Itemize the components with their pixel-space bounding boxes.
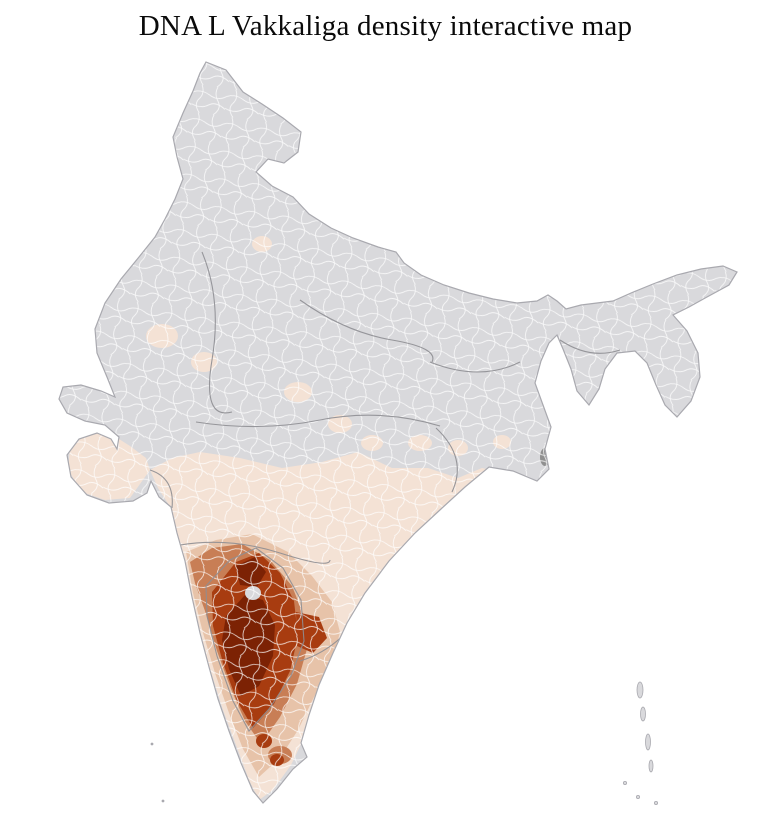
island[interactable] bbox=[161, 799, 165, 803]
island[interactable] bbox=[150, 742, 154, 746]
island[interactable] bbox=[645, 733, 651, 751]
district-mesh-overlay bbox=[59, 62, 737, 803]
island[interactable] bbox=[636, 795, 641, 800]
andaman-nicobar-islands[interactable] bbox=[623, 681, 659, 806]
island[interactable] bbox=[636, 681, 644, 699]
island[interactable] bbox=[654, 801, 659, 806]
island[interactable] bbox=[640, 706, 646, 722]
lakshadweep-islands[interactable] bbox=[150, 742, 165, 803]
page-title: DNA L Vakkaliga density interactive map bbox=[138, 10, 633, 42]
state-boundaries bbox=[149, 251, 621, 732]
island[interactable] bbox=[648, 759, 654, 773]
island[interactable] bbox=[623, 781, 628, 786]
